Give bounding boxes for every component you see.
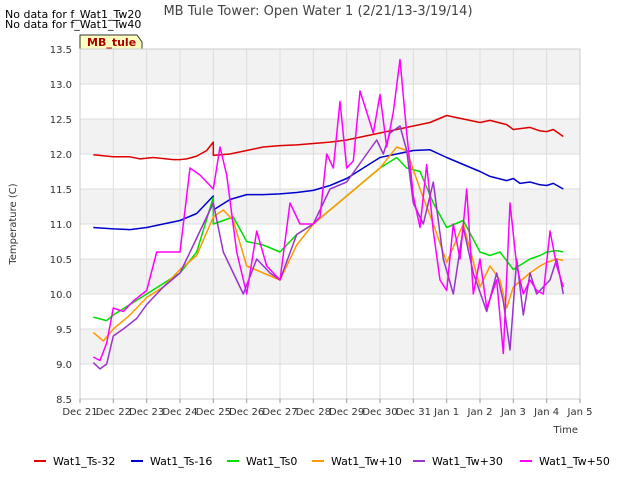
y-tick-label: 12.5 [50,115,72,126]
x-tick-label: Jan 4 [533,407,559,418]
y-tick-label: 11.5 [50,185,72,196]
legend-label: Wat1_Tw+10 [331,455,402,468]
x-tick-label: Dec 27 [262,407,297,418]
station-badge: MB_tule [79,34,143,51]
x-tick-label: Dec 30 [362,407,397,418]
x-tick-label: Jan 5 [567,407,593,418]
x-tick-label: Dec 23 [129,407,164,418]
y-tick-label: 13.5 [50,45,72,56]
band [80,84,580,119]
band [80,119,580,154]
band [80,364,580,399]
x-axis-label: Time [553,425,578,436]
legend-label: Wat1_Ts-32 [53,455,115,468]
y-tick-label: 9.0 [56,360,72,371]
x-tick-label: Dec 29 [329,407,364,418]
band [80,294,580,329]
series-line [92,146,564,342]
x-tick-label: Dec 31 [396,407,431,418]
band [80,189,580,224]
legend-label: Wat1_Ts0 [246,455,297,468]
legend: Wat1_Ts-32 Wat1_Ts-16 Wat1_Ts0 Wat1_Tw+10 Wa… [34,455,610,468]
y-tick-label: 11.0 [50,220,72,231]
y-tick-label: 10.0 [50,290,72,301]
series-line [92,58,565,362]
x-tick-label: Dec 22 [96,407,131,418]
x-tick-label: Dec 28 [296,407,331,418]
x-tick-label: Jan 1 [433,407,459,418]
y-tick-label: 9.5 [56,325,72,336]
series-layer [92,58,565,370]
y-axis: 8.5 9.0 9.5 10.0 10.5 11.0 11.5 12.0 12.5 13.0 13.… [50,45,72,406]
band [80,49,580,84]
y-tick-label: 8.5 [56,395,72,406]
no-data-line-1: No data for f_Wat1_Tw20 [5,8,141,21]
x-tick-label: Dec 24 [162,407,197,418]
chart-title: MB Tule Tower: Open Water 1 (2/21/13-3/1… [163,4,472,19]
y-axis-label: Temperature (C) [8,183,19,265]
legend-label: Wat1_Tw+30 [432,455,503,468]
x-tick-label: Jan 2 [467,407,493,418]
x-tick-label: Dec 26 [229,407,264,418]
series-line [93,114,564,161]
series-line [93,149,564,231]
x-tick-label: Dec 25 [196,407,231,418]
legend-label: Wat1_Tw+50 [539,455,610,468]
band [80,224,580,259]
badge-box [79,34,143,51]
legend-label: Wat1_Ts-16 [150,455,212,468]
band [80,329,580,364]
badge-label: MB_tule [87,36,136,49]
y-tick-label: 12.0 [50,150,72,161]
plot-frame [79,48,581,400]
y-tick-label: 10.5 [50,255,72,266]
x-tick-label: Dec 21 [62,407,97,418]
plot-background [80,49,580,399]
series-line [92,125,565,370]
no-data-line-2: No data for f_Wat1_Tw40 [5,18,141,31]
x-tick-label: Jan 3 [500,407,526,418]
y-tick-label: 13.0 [50,80,72,91]
